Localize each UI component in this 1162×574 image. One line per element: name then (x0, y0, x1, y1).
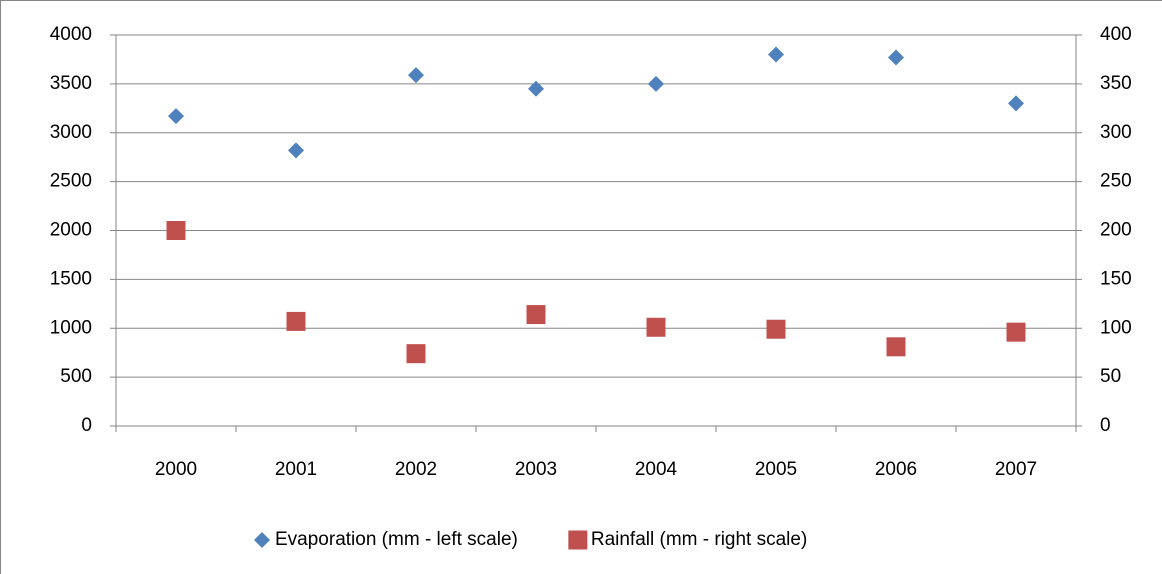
legend: Evaporation (mm - left scale) Rainfall (m… (254, 529, 807, 550)
legend-marker (254, 532, 270, 548)
legend-marker (568, 530, 588, 550)
y-tick-label: 1500 (50, 268, 92, 289)
x-tick-label: 2003 (515, 459, 557, 480)
y2-tick-label: 150 (1100, 268, 1132, 289)
y2-tick-label: 300 (1100, 122, 1132, 143)
x-tick-label: 2002 (395, 459, 437, 480)
marks (166, 46, 1026, 364)
marker (526, 305, 546, 325)
marker (766, 319, 786, 339)
marker (646, 317, 666, 337)
y2-tick-label: 0 (1100, 415, 1111, 436)
y-tick-label: 3000 (50, 122, 92, 143)
y2-tick-label: 100 (1100, 317, 1132, 338)
y-tick-label: 500 (60, 366, 92, 387)
legend-label: Evaporation (mm - left scale) (275, 529, 518, 550)
axes: 0 500 1000 1500 2000 2500 3000 3500 4000 0 50 100 15… (50, 24, 1132, 480)
y-tick-label: 1000 (50, 317, 92, 338)
y-tick-label: 2500 (50, 171, 92, 192)
grid (116, 34, 1076, 427)
y-tick-label: 0 (81, 415, 92, 436)
marker (406, 344, 426, 364)
x-tick-label: 2000 (155, 459, 197, 480)
y-tick-label: 4000 (50, 24, 92, 45)
marker (1006, 322, 1026, 342)
marker (648, 75, 664, 92)
x-tick-label: 2007 (995, 459, 1037, 480)
y2-tick-label: 200 (1100, 220, 1132, 241)
y-tick-label: 2000 (50, 220, 92, 241)
y2-tick-label: 400 (1100, 24, 1132, 45)
marker (768, 46, 784, 63)
marker (886, 337, 906, 357)
marker (168, 108, 184, 125)
x-tick-label: 2006 (875, 459, 917, 480)
y2-tick-label: 50 (1100, 366, 1121, 387)
marker (888, 49, 904, 66)
x-tick-label: 2004 (635, 459, 678, 480)
legend-label: Rainfall (mm - right scale) (591, 529, 807, 550)
y-tick-label: 3500 (50, 73, 92, 94)
y2-tick-label: 350 (1100, 73, 1132, 94)
x-tick-label: 2005 (755, 459, 797, 480)
y2-tick-label: 250 (1100, 171, 1132, 192)
marker (1008, 95, 1024, 112)
marker (286, 311, 306, 331)
marker (408, 67, 424, 84)
marker (166, 221, 186, 240)
marker (528, 80, 544, 97)
x-tick-label: 2001 (275, 459, 317, 480)
marker (288, 142, 304, 159)
